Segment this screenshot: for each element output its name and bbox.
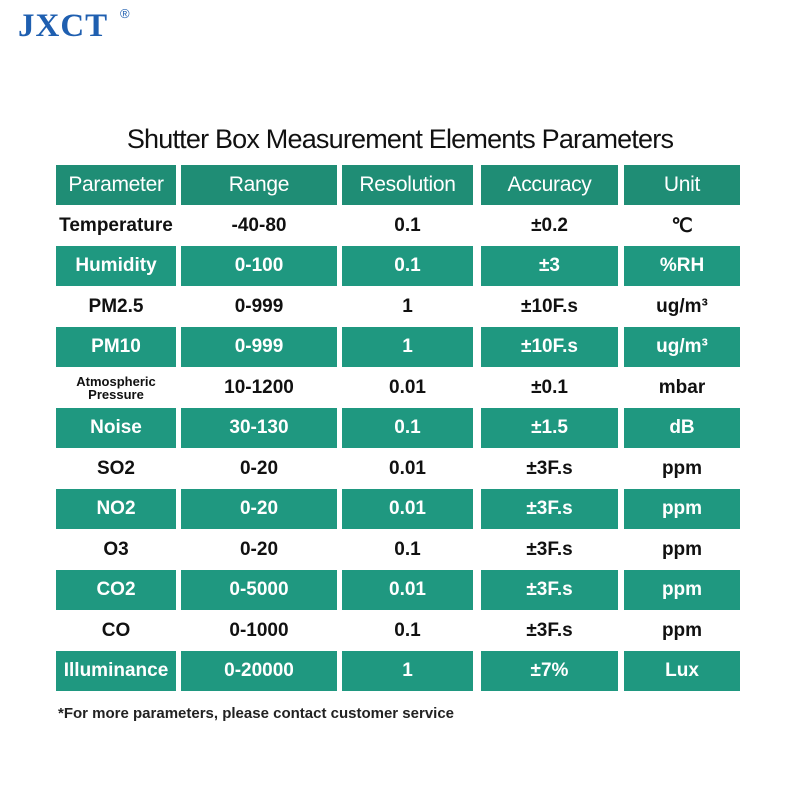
cell-accuracy: ±3F.s: [526, 539, 573, 560]
cell-range: 0-20: [181, 489, 337, 529]
cell-parameter: PM10: [56, 327, 176, 367]
cell-resolution: 0.1: [394, 215, 421, 236]
cell-range: 0-20: [239, 458, 279, 479]
cell-unit: dB: [624, 408, 740, 448]
cell-range: 30-130: [181, 408, 337, 448]
cell-accuracy: ±3: [481, 246, 618, 286]
cell-unit: ppm: [661, 458, 703, 479]
cell-accuracy: ±3F.s: [526, 620, 573, 641]
header-resolution: Resolution: [342, 165, 473, 205]
cell-parameter: NO2: [56, 489, 176, 529]
cell-range: -40-80: [231, 215, 287, 236]
cell-accuracy: ±10F.s: [481, 327, 618, 367]
cell-accuracy: ±0.1: [531, 377, 568, 398]
header-range: Range: [181, 165, 337, 205]
cell-range: 0-999: [234, 296, 284, 317]
header-accuracy: Accuracy: [481, 165, 618, 205]
cell-parameter: O3: [103, 539, 129, 560]
cell-range: 10-1200: [224, 377, 294, 398]
cell-range: 0-100: [181, 246, 337, 286]
cell-range: 0-5000: [181, 570, 337, 610]
cell-resolution: 0.01: [389, 458, 426, 479]
cell-unit: ℃: [671, 215, 693, 237]
cell-accuracy: ±0.2: [531, 215, 568, 236]
cell-parameter: CO: [101, 620, 131, 641]
brand-logo: JXCT: [18, 8, 109, 44]
cell-range: 0-20: [239, 539, 279, 560]
cell-accuracy: ±10F.s: [521, 296, 578, 317]
cell-resolution: 0.01: [389, 377, 426, 398]
cell-range: 0-1000: [229, 620, 289, 641]
cell-accuracy: ±7%: [481, 651, 618, 691]
cell-parameter: Temperature: [59, 215, 173, 236]
cell-parameter: Noise: [56, 408, 176, 448]
cell-unit: Lux: [624, 651, 740, 691]
cell-unit: ug/m³: [656, 296, 708, 317]
cell-resolution: 0.1: [394, 539, 421, 560]
cell-range: 0-20000: [181, 651, 337, 691]
cell-resolution: 1: [342, 651, 473, 691]
cell-unit: ppm: [661, 620, 703, 641]
cell-unit: ug/m³: [624, 327, 740, 367]
cell-range: 0-999: [181, 327, 337, 367]
cell-parameter: CO2: [56, 570, 176, 610]
cell-accuracy: ±3F.s: [526, 458, 573, 479]
header-unit: Unit: [624, 165, 740, 205]
cell-resolution: 0.1: [342, 408, 473, 448]
registered-mark: ®: [120, 6, 130, 21]
cell-parameter: Illuminance: [56, 651, 176, 691]
cell-unit: ppm: [661, 539, 703, 560]
header-parameter: Parameter: [56, 165, 176, 205]
cell-unit: ppm: [624, 570, 740, 610]
cell-unit: ppm: [624, 489, 740, 529]
cell-resolution: 0.01: [342, 489, 473, 529]
cell-parameter: Atmospheric Pressure: [76, 374, 156, 402]
cell-accuracy: ±3F.s: [481, 570, 618, 610]
cell-resolution: 1: [342, 327, 473, 367]
cell-parameter: PM2.5: [88, 296, 144, 317]
cell-resolution: 0.1: [394, 620, 421, 641]
cell-resolution: 0.01: [342, 570, 473, 610]
footnote: *For more parameters, please contact cus…: [58, 705, 455, 722]
cell-parameter: SO2: [96, 458, 136, 479]
cell-accuracy: ±3F.s: [481, 489, 618, 529]
cell-resolution: 1: [402, 296, 413, 317]
cell-resolution: 0.1: [342, 246, 473, 286]
cell-accuracy: ±1.5: [481, 408, 618, 448]
page-title: Shutter Box Measurement Elements Paramet…: [126, 124, 674, 154]
cell-unit: mbar: [658, 377, 706, 398]
cell-unit: %RH: [624, 246, 740, 286]
cell-parameter: Humidity: [56, 246, 176, 286]
